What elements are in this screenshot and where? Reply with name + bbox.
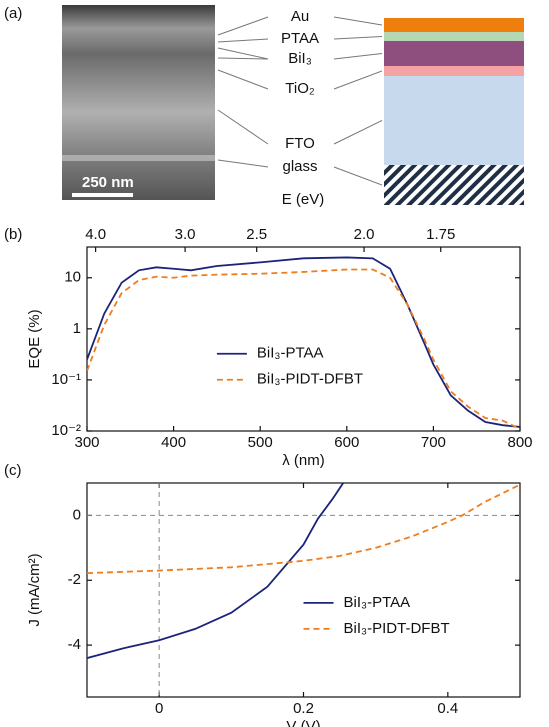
leader bbox=[217, 69, 269, 90]
panel-label: (c) bbox=[4, 462, 22, 479]
data-line bbox=[87, 483, 344, 659]
panel-label: (b) bbox=[4, 226, 22, 243]
x-tick-label: 0.4 bbox=[437, 700, 458, 717]
y-tick-label: -4 bbox=[68, 636, 81, 653]
sem-image bbox=[62, 5, 215, 200]
x-axis-title: V (V) bbox=[286, 718, 320, 727]
layer-label: TiO₂ bbox=[285, 80, 315, 97]
leader bbox=[333, 16, 383, 26]
y-tick-label: 10 bbox=[64, 269, 81, 286]
data-line bbox=[87, 268, 520, 430]
layer-label: FTO bbox=[285, 135, 315, 152]
y-tick-label: 0 bbox=[73, 506, 81, 523]
layer-label: BiI₃ bbox=[288, 50, 312, 67]
x2-tick-label: 2.5 bbox=[246, 226, 267, 243]
layer-label: PTAA bbox=[281, 30, 319, 47]
y-axis-title: J (mA/cm²) bbox=[26, 553, 43, 626]
x-tick-label: 800 bbox=[507, 434, 532, 451]
leader bbox=[333, 36, 383, 40]
x-tick-label: 0 bbox=[155, 700, 163, 717]
leader bbox=[333, 166, 383, 186]
leader bbox=[217, 16, 269, 36]
x-tick-label: 600 bbox=[334, 434, 359, 451]
x-tick-label: 700 bbox=[421, 434, 446, 451]
x-tick-label: 500 bbox=[248, 434, 273, 451]
x-tick-label: 400 bbox=[161, 434, 186, 451]
layer-label: Au bbox=[291, 8, 309, 25]
y-tick-label: -2 bbox=[68, 571, 81, 588]
x2-tick-label: 1.75 bbox=[426, 226, 455, 243]
leader bbox=[333, 53, 383, 60]
y-tick-label: 1 bbox=[73, 320, 81, 337]
legend-label: BiI₃-PTAA bbox=[344, 594, 411, 611]
y-axis-title: EQE (%) bbox=[26, 309, 43, 368]
x2-axis-title: E (eV) bbox=[282, 191, 325, 208]
leader bbox=[333, 70, 383, 90]
legend-label: BiI₃-PIDT-DFBT bbox=[257, 371, 363, 388]
layer-label: glass bbox=[282, 158, 317, 175]
layer bbox=[384, 76, 524, 165]
data-line bbox=[87, 256, 520, 428]
y-tick-label: 10⁻¹ bbox=[51, 371, 81, 388]
leader bbox=[217, 47, 269, 60]
x2-tick-label: 4.0 bbox=[85, 226, 106, 243]
data-line bbox=[87, 483, 520, 575]
layer bbox=[384, 165, 524, 205]
legend-label: BiI₃-PTAA bbox=[257, 345, 324, 362]
layer bbox=[384, 41, 524, 66]
plot-frame bbox=[86, 246, 521, 432]
x2-tick-label: 3.0 bbox=[175, 226, 196, 243]
leader bbox=[217, 57, 269, 60]
sem-layer bbox=[62, 155, 215, 161]
layer bbox=[384, 18, 524, 32]
leader bbox=[217, 38, 269, 43]
panel-label: (a) bbox=[4, 5, 22, 22]
x-tick-label: 0.2 bbox=[293, 700, 314, 717]
leader bbox=[217, 159, 269, 168]
scale-bar-label: 250 nm bbox=[82, 174, 134, 191]
x-axis-title: λ (nm) bbox=[282, 452, 325, 469]
leader bbox=[333, 120, 383, 145]
legend-label: BiI₃-PIDT-DFBT bbox=[344, 620, 450, 637]
y-tick-label: 10⁻² bbox=[51, 422, 81, 439]
x-tick-label: 300 bbox=[74, 434, 99, 451]
leader bbox=[217, 109, 269, 145]
x2-tick-label: 2.0 bbox=[354, 226, 375, 243]
layer bbox=[384, 66, 524, 76]
layer bbox=[384, 32, 524, 41]
